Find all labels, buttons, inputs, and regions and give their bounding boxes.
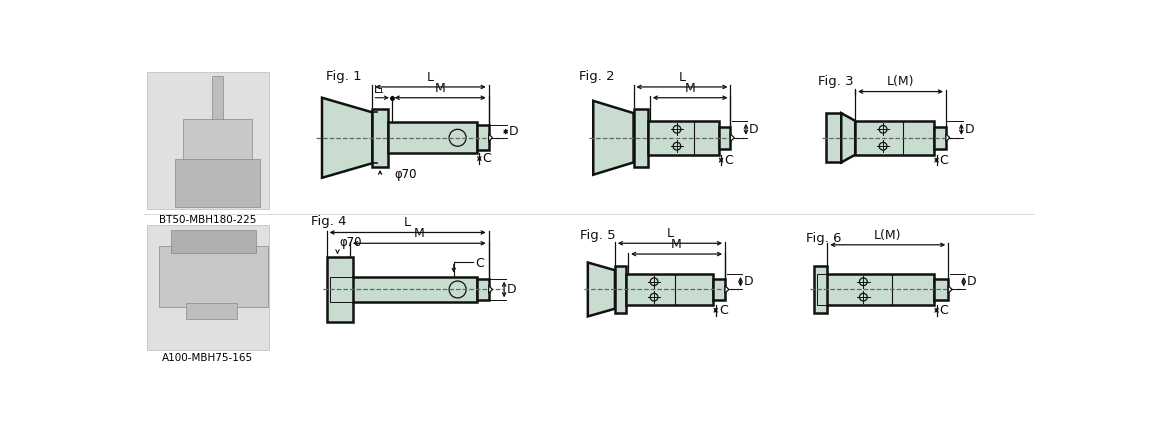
Text: Fig. 5: Fig. 5 xyxy=(580,229,615,242)
Bar xyxy=(373,109,388,167)
Bar xyxy=(934,279,949,300)
Bar xyxy=(477,279,489,300)
Text: D: D xyxy=(749,123,759,136)
Bar xyxy=(814,266,827,313)
Bar xyxy=(353,277,477,302)
Text: Fig. 1: Fig. 1 xyxy=(325,70,361,83)
Text: M: M xyxy=(414,227,424,240)
Polygon shape xyxy=(489,134,492,142)
Text: Fig. 6: Fig. 6 xyxy=(806,232,842,245)
Text: C: C xyxy=(475,257,484,270)
Bar xyxy=(615,266,626,313)
Text: L: L xyxy=(427,71,434,84)
Polygon shape xyxy=(489,286,492,293)
Text: D: D xyxy=(744,275,753,288)
Bar xyxy=(147,71,269,209)
Text: D: D xyxy=(965,123,974,136)
Polygon shape xyxy=(842,113,856,162)
Text: L: L xyxy=(667,227,674,240)
Bar xyxy=(327,257,353,322)
Text: L: L xyxy=(404,217,412,229)
Text: M: M xyxy=(684,82,696,95)
Text: C: C xyxy=(940,304,949,317)
Text: C: C xyxy=(483,152,491,165)
Bar xyxy=(626,274,713,305)
Bar xyxy=(477,126,489,150)
Bar xyxy=(818,274,827,305)
Text: L₁: L₁ xyxy=(374,85,384,96)
Text: φ70: φ70 xyxy=(394,168,416,181)
Bar xyxy=(171,230,256,253)
Text: C: C xyxy=(724,154,733,167)
Polygon shape xyxy=(724,286,729,293)
Bar xyxy=(856,121,934,155)
Text: L(M): L(M) xyxy=(887,75,914,88)
Text: C: C xyxy=(940,154,949,167)
Bar xyxy=(713,279,724,300)
Bar xyxy=(719,127,730,148)
Bar xyxy=(388,122,477,153)
Polygon shape xyxy=(949,286,952,293)
Polygon shape xyxy=(945,134,950,142)
Text: D: D xyxy=(508,125,519,138)
Bar xyxy=(647,121,719,155)
Text: D: D xyxy=(507,283,516,296)
Bar xyxy=(175,159,260,207)
Text: Fig. 3: Fig. 3 xyxy=(818,74,853,88)
Bar xyxy=(934,127,945,148)
Text: M: M xyxy=(435,82,445,95)
Bar xyxy=(147,225,269,349)
Bar xyxy=(827,274,934,305)
Bar xyxy=(826,113,842,162)
Polygon shape xyxy=(322,98,373,178)
Text: BT50-MBH180-225: BT50-MBH180-225 xyxy=(159,215,256,225)
Polygon shape xyxy=(588,263,615,316)
Text: C: C xyxy=(719,304,728,317)
Text: Fig. 2: Fig. 2 xyxy=(580,70,615,83)
Polygon shape xyxy=(593,101,634,175)
Text: L: L xyxy=(678,71,685,84)
Text: A100-MBH75-165: A100-MBH75-165 xyxy=(162,353,253,363)
Bar xyxy=(330,277,353,302)
Bar xyxy=(186,303,237,319)
Text: D: D xyxy=(967,275,976,288)
Bar xyxy=(183,118,252,161)
Text: Fig. 4: Fig. 4 xyxy=(312,215,346,228)
Text: M: M xyxy=(672,238,682,251)
Bar xyxy=(212,76,223,122)
Text: L(M): L(M) xyxy=(874,229,902,242)
Text: φ70: φ70 xyxy=(339,236,361,250)
Bar xyxy=(634,109,647,167)
Polygon shape xyxy=(730,134,735,142)
Bar xyxy=(159,246,268,307)
